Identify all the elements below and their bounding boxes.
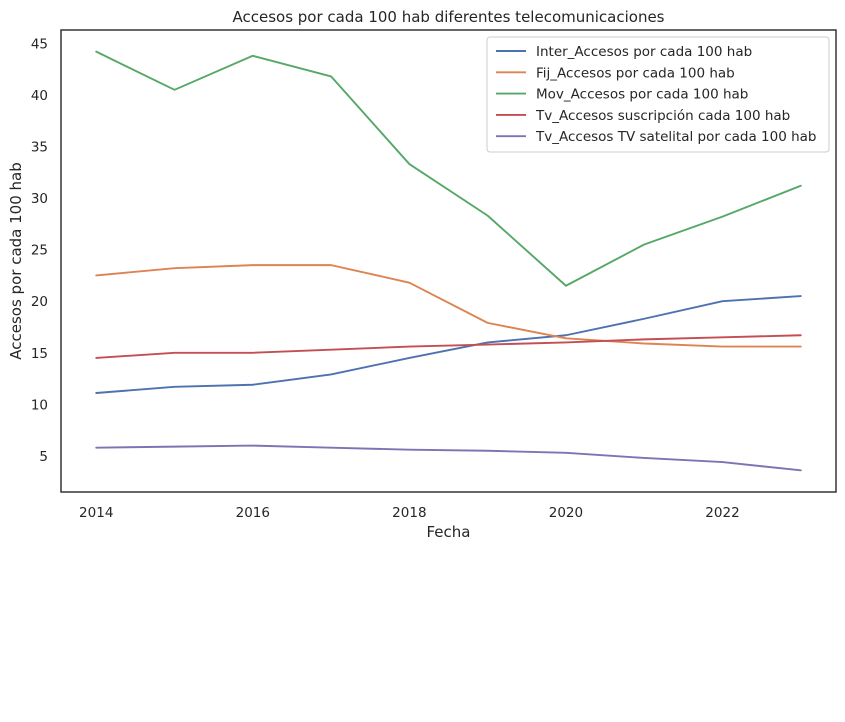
chart-title: Accesos por cada 100 hab diferentes tele… [232, 8, 664, 26]
y-tick-label: 10 [31, 397, 48, 413]
legend-items: Inter_Accesos por cada 100 hab Fij_Acceso… [496, 44, 817, 145]
x-tick-label: 2022 [705, 505, 739, 521]
y-tick-label: 40 [31, 88, 48, 104]
y-tick-label: 15 [31, 346, 48, 362]
y-tick-label: 20 [31, 294, 48, 310]
y-axis-ticks: 5 10 15 20 25 30 35 40 45 [31, 36, 48, 465]
legend-label-2: Fij_Accesos por cada 100 hab [536, 65, 735, 81]
x-tick-label: 2016 [236, 505, 270, 521]
series-line-4 [95, 334, 802, 359]
series-line-1 [95, 295, 802, 394]
y-tick-label: 45 [31, 36, 48, 52]
y-tick-label: 25 [31, 243, 48, 259]
legend-box [486, 36, 830, 153]
x-tick-label: 2020 [549, 505, 583, 521]
series-line-5 [95, 444, 802, 472]
series-line-3 [95, 50, 802, 287]
y-tick-label: 5 [39, 449, 48, 465]
y-axis-label: Accesos por cada 100 hab [7, 162, 25, 359]
y-tick-label: 35 [31, 140, 48, 156]
x-axis-ticks: 2014 2016 2018 2020 2022 [79, 505, 740, 521]
legend: Inter_Accesos por cada 100 hab Fij_Acceso… [486, 36, 830, 153]
plot-frame [60, 29, 837, 493]
y-tick-label: 30 [31, 191, 48, 207]
legend-label-3: Mov_Accesos por cada 100 hab [536, 87, 748, 103]
legend-label-1: Inter_Accesos por cada 100 hab [536, 44, 752, 60]
x-axis-label: Fecha [427, 523, 471, 541]
x-tick-label: 2014 [79, 505, 113, 521]
legend-label-5: Tv_Accesos TV satelital por cada 100 hab [535, 129, 817, 145]
x-tick-label: 2018 [392, 505, 426, 521]
series-layer [95, 50, 802, 472]
series-line-2 [95, 264, 802, 348]
legend-label-4: Tv_Accesos suscripción cada 100 hab [535, 108, 790, 124]
